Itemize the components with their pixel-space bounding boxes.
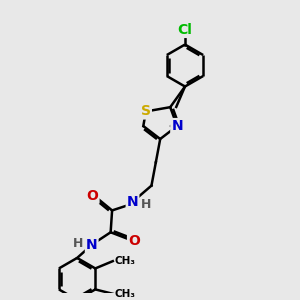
Text: H: H: [141, 197, 152, 211]
Text: N: N: [171, 119, 183, 133]
Text: N: N: [127, 195, 138, 209]
Text: Cl: Cl: [178, 23, 192, 37]
Text: N: N: [86, 238, 98, 252]
Text: S: S: [141, 104, 151, 118]
Text: CH₃: CH₃: [114, 289, 135, 299]
Text: CH₃: CH₃: [114, 256, 135, 266]
Text: O: O: [87, 189, 98, 203]
Text: H: H: [73, 237, 83, 250]
Text: O: O: [128, 234, 140, 248]
